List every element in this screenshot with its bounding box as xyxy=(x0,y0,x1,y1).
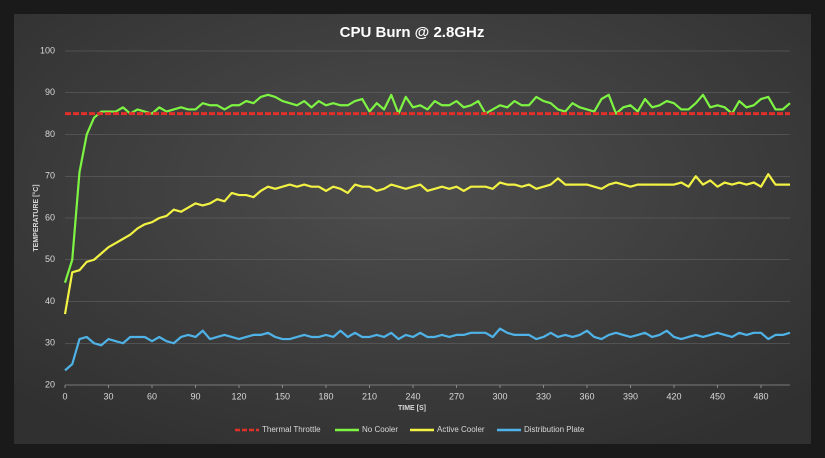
x-tick-label: 30 xyxy=(103,391,113,401)
y-tick-label: 50 xyxy=(45,254,55,264)
x-tick-label: 270 xyxy=(449,391,464,401)
y-axis-title: TEMPERATURE [°C] xyxy=(32,184,40,251)
x-tick-label: 420 xyxy=(666,391,681,401)
y-tick-label: 30 xyxy=(45,338,55,348)
chart-background xyxy=(14,14,811,444)
y-tick-label: 20 xyxy=(45,379,55,389)
x-tick-label: 210 xyxy=(362,391,377,401)
x-tick-label: 390 xyxy=(623,391,638,401)
legend-label: Distribution Plate xyxy=(524,425,585,434)
y-tick-label: 40 xyxy=(45,296,55,306)
y-tick-label: 80 xyxy=(45,129,55,139)
x-axis-title: TIME [S] xyxy=(398,405,426,412)
x-tick-label: 60 xyxy=(147,391,157,401)
series-line xyxy=(63,93,791,284)
x-tick-label: 240 xyxy=(405,391,420,401)
legend-label: Active Cooler xyxy=(437,425,485,434)
legend-label: No Cooler xyxy=(362,425,398,434)
x-tick-label: 90 xyxy=(190,391,200,401)
x-tick-label: 150 xyxy=(275,391,290,401)
x-tick-label: 0 xyxy=(62,391,67,401)
x-tick-label: 180 xyxy=(318,391,333,401)
series-line xyxy=(64,327,791,372)
chart-title: CPU Burn @ 2.8GHz xyxy=(340,24,485,41)
y-tick-label: 60 xyxy=(45,212,55,222)
x-tick-label: 480 xyxy=(753,391,768,401)
x-tick-label: 120 xyxy=(231,391,246,401)
x-tick-label: 300 xyxy=(492,391,507,401)
y-tick-label: 70 xyxy=(45,171,55,181)
legend-label: Thermal Throttle xyxy=(262,425,321,434)
y-tick-label: 90 xyxy=(45,87,55,97)
x-tick-label: 360 xyxy=(579,391,594,401)
x-tick-label: 330 xyxy=(536,391,551,401)
x-tick-label: 450 xyxy=(710,391,725,401)
series-line xyxy=(63,173,790,315)
y-tick-label: 100 xyxy=(40,45,55,55)
